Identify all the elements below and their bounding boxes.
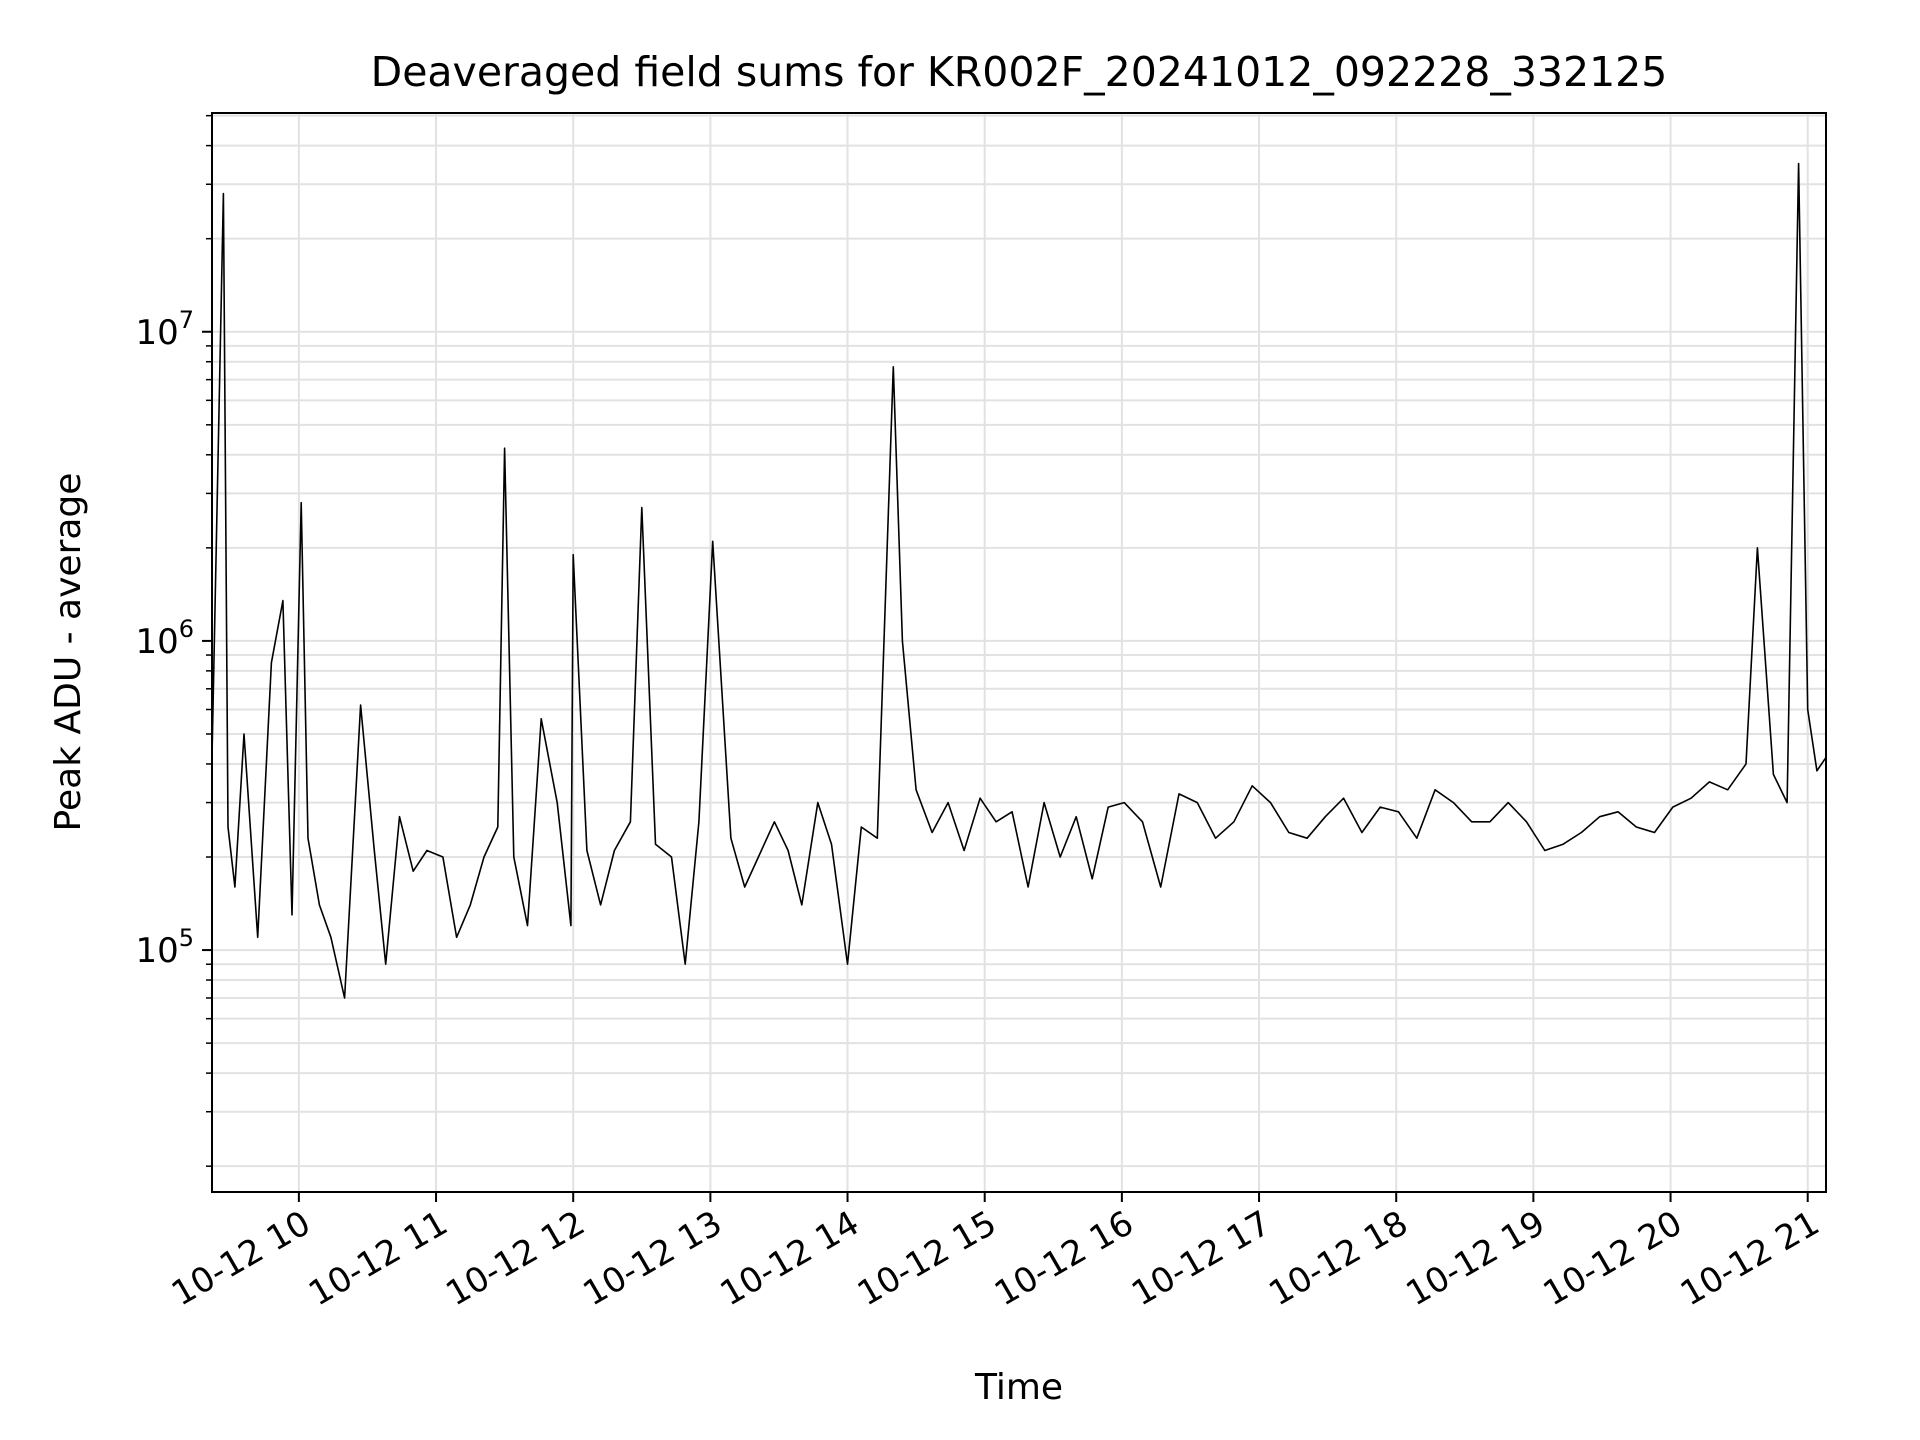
plot-frame bbox=[211, 112, 1827, 1193]
y-tick-label: 107 bbox=[135, 306, 194, 353]
x-tick-label: 10-12 17 bbox=[1125, 1203, 1277, 1314]
series-layer bbox=[211, 162, 1827, 999]
x-tick-label: 10-12 21 bbox=[1674, 1203, 1826, 1314]
x-tick-label: 10-12 20 bbox=[1537, 1203, 1689, 1314]
x-tick-label: 10-12 16 bbox=[988, 1203, 1140, 1314]
x-tick-label: 10-12 10 bbox=[165, 1203, 317, 1314]
x-tick-label: 10-12 13 bbox=[576, 1203, 728, 1314]
x-tick-label: 10-12 18 bbox=[1262, 1203, 1414, 1314]
y-axis-label: Peak ADU - average bbox=[48, 473, 89, 832]
y-tick-label: 106 bbox=[135, 615, 194, 662]
series-line bbox=[211, 162, 1827, 999]
x-axis-label: Time bbox=[974, 1367, 1063, 1408]
x-tick-label: 10-12 19 bbox=[1399, 1203, 1551, 1314]
x-tick-label: 10-12 14 bbox=[714, 1203, 866, 1314]
y-tick-label: 105 bbox=[135, 924, 194, 971]
grid bbox=[212, 113, 1826, 1192]
x-tick-label: 10-12 12 bbox=[439, 1203, 591, 1314]
chart-title: Deaveraged field sums for KR002F_2024101… bbox=[371, 48, 1668, 96]
x-tick-label: 10-12 15 bbox=[851, 1203, 1003, 1314]
x-tick-label: 10-12 11 bbox=[302, 1203, 454, 1314]
